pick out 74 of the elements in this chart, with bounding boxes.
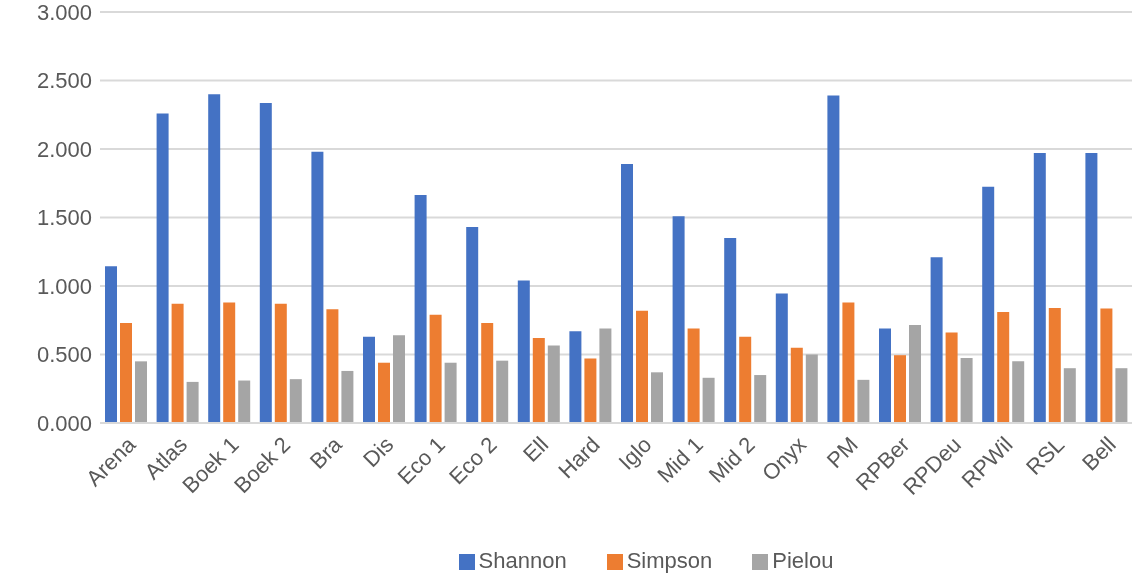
bar xyxy=(842,302,855,423)
bar xyxy=(393,335,405,423)
bar xyxy=(208,94,221,423)
bar xyxy=(135,361,147,423)
bar xyxy=(909,325,921,423)
bar xyxy=(517,280,530,423)
bar xyxy=(259,103,272,423)
legend-label: Simpson xyxy=(626,548,713,573)
x-tick-label: Bell xyxy=(1077,431,1121,476)
x-tick-label: Ell xyxy=(518,431,554,467)
bar xyxy=(1012,361,1025,423)
y-tick-label: 0.000 xyxy=(36,410,92,436)
bar xyxy=(1085,153,1098,423)
bar xyxy=(651,372,663,423)
bar xyxy=(481,322,494,423)
bar xyxy=(879,328,891,423)
bar xyxy=(429,314,442,423)
bar xyxy=(997,312,1010,423)
bar xyxy=(857,379,870,423)
y-tick-label: 2.000 xyxy=(36,136,92,162)
y-tick-label: 0.500 xyxy=(36,342,92,368)
bar xyxy=(105,266,117,423)
bar xyxy=(1115,368,1128,423)
bar xyxy=(326,309,339,423)
bar xyxy=(894,355,906,423)
bar xyxy=(223,302,236,423)
bar xyxy=(569,331,582,423)
bar xyxy=(790,347,803,423)
bar xyxy=(672,216,685,423)
bar xyxy=(945,332,958,423)
bar xyxy=(274,303,287,423)
y-tick-label: 2.500 xyxy=(36,68,92,94)
bar xyxy=(724,238,737,423)
bar xyxy=(1063,368,1076,423)
bar xyxy=(702,377,715,423)
x-tick-label: RSL xyxy=(1021,431,1070,480)
bar xyxy=(363,336,375,423)
legend-label: Shannon xyxy=(478,548,567,573)
bar xyxy=(171,303,184,423)
bar xyxy=(186,381,199,423)
bar xyxy=(120,322,132,423)
bar xyxy=(960,357,973,423)
bar xyxy=(1033,153,1046,423)
bar xyxy=(754,375,767,423)
bar xyxy=(238,380,251,423)
bar xyxy=(930,257,943,423)
bar xyxy=(378,362,390,423)
bar xyxy=(982,186,995,423)
bar xyxy=(621,164,633,423)
bar xyxy=(805,354,818,423)
bar xyxy=(599,328,612,423)
y-tick-label: 1.000 xyxy=(36,273,92,299)
bar xyxy=(311,151,324,423)
legend-label: Pielou xyxy=(772,548,834,573)
bar xyxy=(414,194,427,423)
bar xyxy=(739,336,752,423)
y-tick-label: 3.000 xyxy=(36,0,92,25)
x-tick-label: Bra xyxy=(304,431,348,474)
bar xyxy=(341,370,354,423)
bar xyxy=(775,293,788,423)
bar xyxy=(827,95,840,423)
bar xyxy=(687,328,700,423)
bar xyxy=(156,113,169,423)
bar xyxy=(1100,308,1113,423)
bar xyxy=(1048,307,1061,423)
bar xyxy=(636,310,648,423)
bar xyxy=(289,379,302,423)
bar xyxy=(584,358,597,423)
bar xyxy=(444,362,457,423)
bar xyxy=(466,227,479,423)
bar xyxy=(547,345,560,423)
bar xyxy=(532,338,545,423)
y-tick-label: 1.500 xyxy=(36,205,92,231)
bar xyxy=(496,360,509,423)
